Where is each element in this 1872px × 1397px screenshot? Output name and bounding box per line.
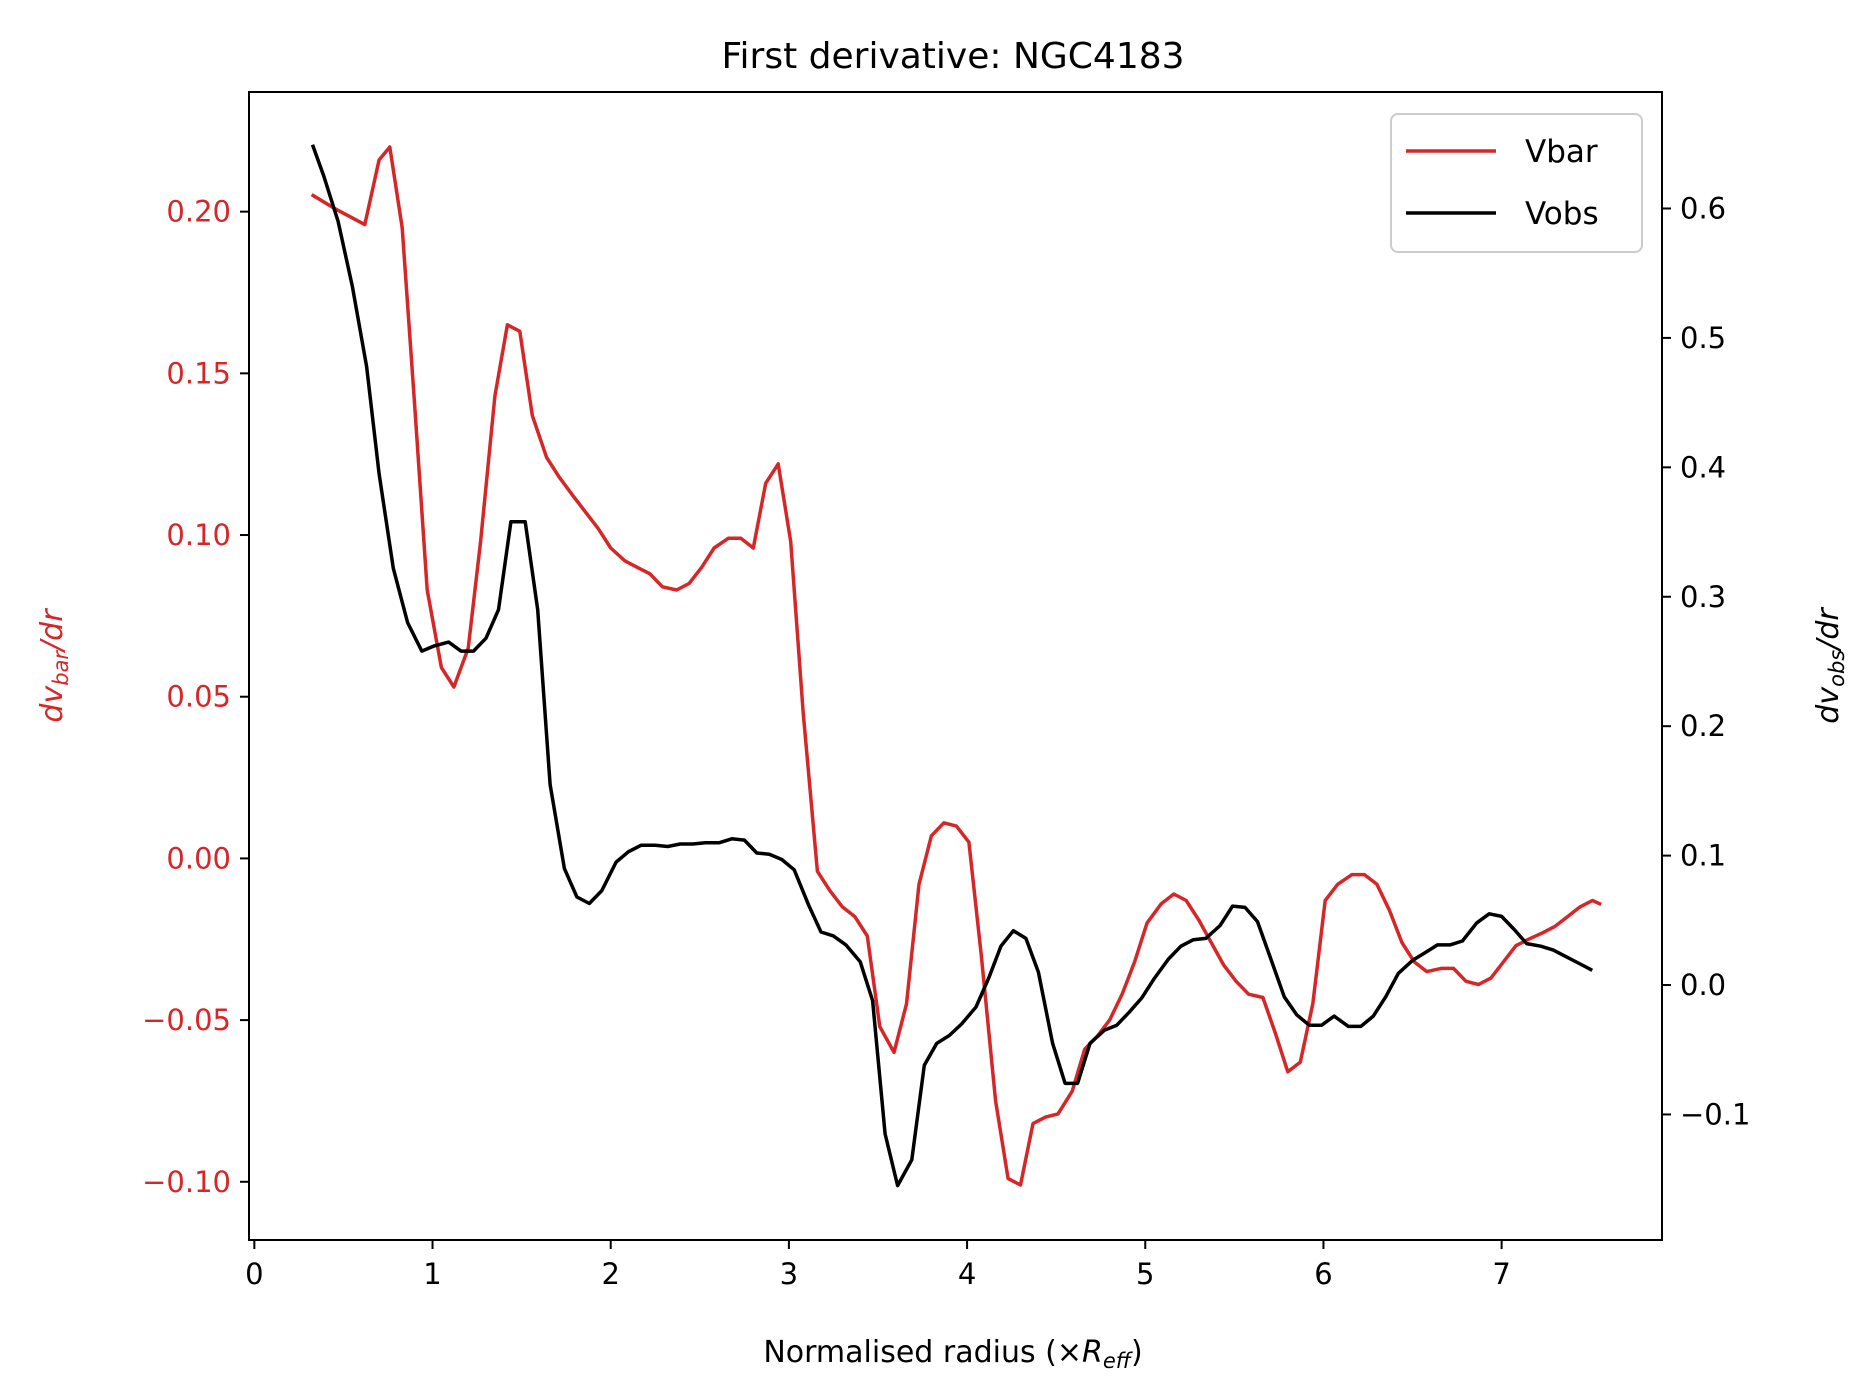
x-axis-label-symbol: R xyxy=(1082,1335,1103,1370)
x-axis-label: Normalised radius (×Reff) xyxy=(763,1335,1142,1373)
x-axis-label-text: Normalised radius (× xyxy=(763,1335,1082,1370)
y-right-tick-label: 0.4 xyxy=(1680,450,1726,484)
y-axis-right-label: dvobs/dr xyxy=(1811,607,1849,724)
y-right-tick-label: 0.6 xyxy=(1680,191,1726,225)
y-axis-right-label-sub: obs xyxy=(1825,650,1849,687)
y-right-tick-label: 0.5 xyxy=(1680,321,1726,355)
x-tick-label: 6 xyxy=(1314,1257,1332,1291)
x-tick-label: 7 xyxy=(1492,1257,1510,1291)
y-axis-left-label-main: dv xyxy=(35,685,70,723)
x-axis-label-subscript: eff xyxy=(1103,1349,1134,1373)
series-layer xyxy=(310,144,1602,1188)
x-tick-label: 3 xyxy=(780,1257,798,1291)
y-axis-right-label-main: dv xyxy=(1811,686,1846,724)
chart-title: First derivative: NGC4183 xyxy=(721,36,1184,77)
y-right-tick-label: −0.1 xyxy=(1680,1097,1750,1131)
legend-label-vbar: Vbar xyxy=(1525,134,1598,170)
y-right-tick-label: 0.0 xyxy=(1680,968,1726,1002)
plot-frame xyxy=(248,91,1663,1241)
y-right-tick-label: 0.1 xyxy=(1680,839,1726,873)
y-right-tick-label: 0.2 xyxy=(1680,709,1726,743)
y-left-tick-label: 0.10 xyxy=(166,518,231,552)
y-axis-left-label-tail: /dr xyxy=(35,608,70,654)
y-left-tick-label: 0.00 xyxy=(166,841,231,875)
x-tick-label: 4 xyxy=(958,1257,976,1291)
y-right-tick-label: 0.3 xyxy=(1680,580,1726,614)
y-left-tick-label: 0.15 xyxy=(166,356,231,390)
x-tick-label: 5 xyxy=(1136,1257,1154,1291)
x-tick-label: 1 xyxy=(423,1257,441,1291)
x-tick-label: 0 xyxy=(245,1257,263,1291)
x-axis-label-close: ) xyxy=(1131,1335,1143,1370)
x-tick-label: 2 xyxy=(601,1257,619,1291)
legend: Vbar Vobs xyxy=(1390,113,1643,253)
y-axis-left-label: dvbar/dr xyxy=(35,608,73,723)
y-axis-left-label-sub: bar xyxy=(49,650,73,686)
ticks-layer: 0 1 2 3 4 5 6 7 0.20 0.15 0.10 0.05 0.00 −0.05 −0.10 0.… xyxy=(142,191,1750,1291)
y-left-tick-label: −0.05 xyxy=(142,1003,231,1037)
series-line-vbar xyxy=(310,145,1602,1187)
series-line-vobs xyxy=(310,144,1594,1188)
y-axis-right-label-tail: /dr xyxy=(1811,607,1846,653)
y-left-tick-label: 0.05 xyxy=(166,680,231,714)
legend-box xyxy=(1390,113,1643,253)
y-left-tick-label: 0.20 xyxy=(166,195,231,229)
y-left-tick-label: −0.10 xyxy=(142,1165,231,1199)
legend-label-vobs: Vobs xyxy=(1525,196,1599,232)
